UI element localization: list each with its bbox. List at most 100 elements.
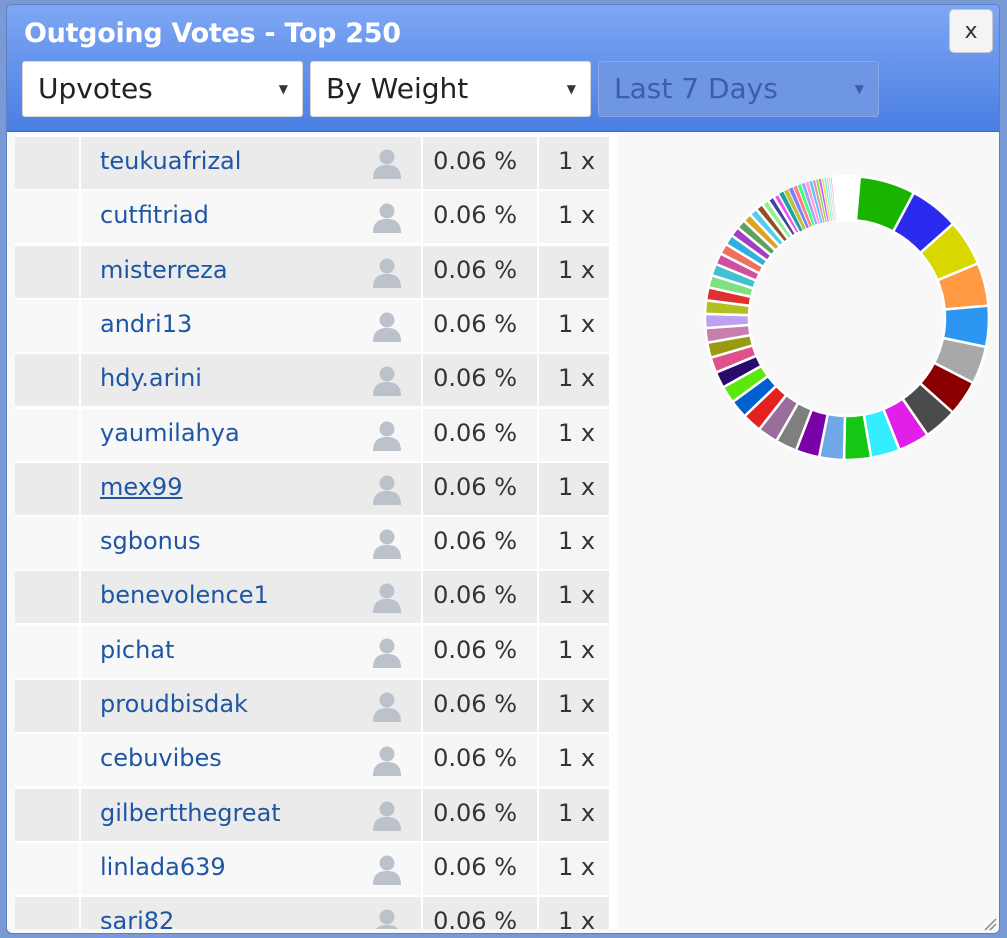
outgoing-votes-dialog: Outgoing Votes - Top 250 x Upvotes ▼ By … (6, 4, 1000, 934)
user-avatar-icon[interactable] (370, 526, 404, 560)
name-cell: misterreza (81, 245, 421, 298)
user-link[interactable]: sgbonus (100, 527, 201, 556)
user-link[interactable]: hdy.arini (100, 364, 202, 393)
user-link[interactable]: pichat (100, 635, 175, 664)
count-cell: 1 x (539, 191, 609, 244)
name-cell: andri13 (81, 299, 421, 352)
chevron-down-icon: ▼ (854, 82, 864, 96)
weight-cell: 0.06 % (423, 517, 537, 570)
sort-select[interactable]: By Weight ▼ (310, 61, 591, 117)
user-avatar-icon[interactable] (370, 635, 404, 669)
table-row[interactable]: hdy.arini 0.06 % 1 x (15, 354, 617, 407)
table-row[interactable]: linlada639 0.06 % 1 x (15, 842, 617, 895)
donut-slice[interactable] (832, 174, 862, 222)
name-cell: sari82 (81, 897, 421, 929)
name-cell: cutfitriad (81, 191, 421, 244)
weight-cell: 0.06 % (423, 245, 537, 298)
weight-cell: 0.06 % (423, 299, 537, 352)
user-avatar-icon[interactable] (370, 580, 404, 614)
vote-count: 1 x (558, 581, 596, 610)
user-link[interactable]: benevolence1 (100, 581, 269, 610)
count-cell: 1 x (539, 137, 609, 189)
user-link[interactable]: yaumilahya (100, 418, 240, 447)
table-row[interactable]: pichat 0.06 % 1 x (15, 625, 617, 678)
user-avatar-icon[interactable] (370, 255, 404, 289)
weight-percent: 0.06 % (433, 364, 517, 393)
table-row[interactable]: proudbisdak 0.06 % 1 x (15, 680, 617, 732)
user-link[interactable]: teukuafrizal (100, 147, 242, 175)
vote-count: 1 x (558, 147, 596, 175)
rank-cell (15, 625, 79, 678)
votes-list[interactable]: teukuafrizal 0.06 % 1 x cutfitriad 0.06 % 1 x… (15, 133, 617, 929)
table-row[interactable]: andri13 0.06 % 1 x (15, 299, 617, 352)
user-avatar-icon[interactable] (370, 906, 404, 929)
count-cell: 1 x (539, 625, 609, 678)
user-avatar-icon[interactable] (370, 852, 404, 886)
user-avatar-icon[interactable] (370, 363, 404, 397)
resize-handle-icon[interactable] (983, 917, 997, 931)
user-link[interactable]: cebuvibes (100, 744, 222, 773)
user-link[interactable]: linlada639 (100, 852, 226, 881)
user-link[interactable]: misterreza (100, 255, 228, 284)
weight-cell: 0.06 % (423, 137, 537, 189)
table-row[interactable]: cutfitriad 0.06 % 1 x (15, 191, 617, 244)
vote-count: 1 x (558, 527, 596, 556)
dialog-titlebar[interactable]: Outgoing Votes - Top 250 x Upvotes ▼ By … (7, 5, 999, 132)
weight-cell: 0.06 % (423, 897, 537, 929)
weight-percent: 0.06 % (433, 744, 517, 773)
period-select: Last 7 Days ▼ (598, 61, 879, 117)
table-row[interactable]: sari82 0.06 % 1 x (15, 897, 617, 929)
user-avatar-icon[interactable] (370, 200, 404, 234)
weight-percent: 0.06 % (433, 907, 517, 929)
table-row[interactable]: cebuvibes 0.06 % 1 x (15, 734, 617, 787)
user-avatar-icon[interactable] (370, 418, 404, 452)
user-avatar-icon[interactable] (370, 798, 404, 832)
weight-percent: 0.06 % (433, 852, 517, 881)
table-row[interactable]: benevolence1 0.06 % 1 x (15, 571, 617, 624)
vote-count: 1 x (558, 635, 596, 664)
user-link[interactable]: sari82 (100, 907, 175, 929)
user-link[interactable]: mex99 (100, 472, 183, 501)
rank-cell (15, 191, 79, 244)
table-row[interactable]: gilbertthegreat 0.06 % 1 x (15, 788, 617, 841)
rank-cell (15, 897, 79, 929)
table-row[interactable]: yaumilahya 0.06 % 1 x (15, 408, 617, 461)
user-link[interactable]: proudbisdak (100, 690, 248, 718)
rank-cell (15, 571, 79, 624)
vote-count: 1 x (558, 852, 596, 881)
weight-percent: 0.06 % (433, 309, 517, 338)
table-row[interactable]: sgbonus 0.06 % 1 x (15, 517, 617, 570)
table-row[interactable]: mex99 0.06 % 1 x (15, 462, 617, 515)
count-cell: 1 x (539, 680, 609, 732)
rank-cell (15, 462, 79, 515)
weight-cell: 0.06 % (423, 625, 537, 678)
weight-percent: 0.06 % (433, 472, 517, 501)
name-cell: sgbonus (81, 517, 421, 570)
table-row[interactable]: misterreza 0.06 % 1 x (15, 245, 617, 298)
user-avatar-icon[interactable] (370, 309, 404, 343)
count-cell: 1 x (539, 408, 609, 461)
user-link[interactable]: andri13 (100, 309, 193, 338)
user-avatar-icon[interactable] (370, 472, 404, 506)
table-row[interactable]: teukuafrizal 0.06 % 1 x (15, 137, 617, 189)
count-cell: 1 x (539, 517, 609, 570)
user-avatar-icon[interactable] (370, 146, 404, 180)
close-button[interactable]: x (949, 9, 993, 53)
vote-count: 1 x (558, 472, 596, 501)
count-cell: 1 x (539, 571, 609, 624)
rank-cell (15, 408, 79, 461)
count-cell: 1 x (539, 897, 609, 929)
count-cell: 1 x (539, 462, 609, 515)
user-link[interactable]: cutfitriad (100, 201, 209, 230)
vote-count: 1 x (558, 690, 596, 718)
user-link[interactable]: gilbertthegreat (100, 798, 281, 827)
rank-cell (15, 517, 79, 570)
rank-cell (15, 842, 79, 895)
name-cell: pichat (81, 625, 421, 678)
vote-type-select[interactable]: Upvotes ▼ (22, 61, 303, 117)
user-avatar-icon[interactable] (370, 689, 404, 723)
rank-cell (15, 680, 79, 732)
weight-cell: 0.06 % (423, 462, 537, 515)
vote-count: 1 x (558, 309, 596, 338)
user-avatar-icon[interactable] (370, 743, 404, 777)
